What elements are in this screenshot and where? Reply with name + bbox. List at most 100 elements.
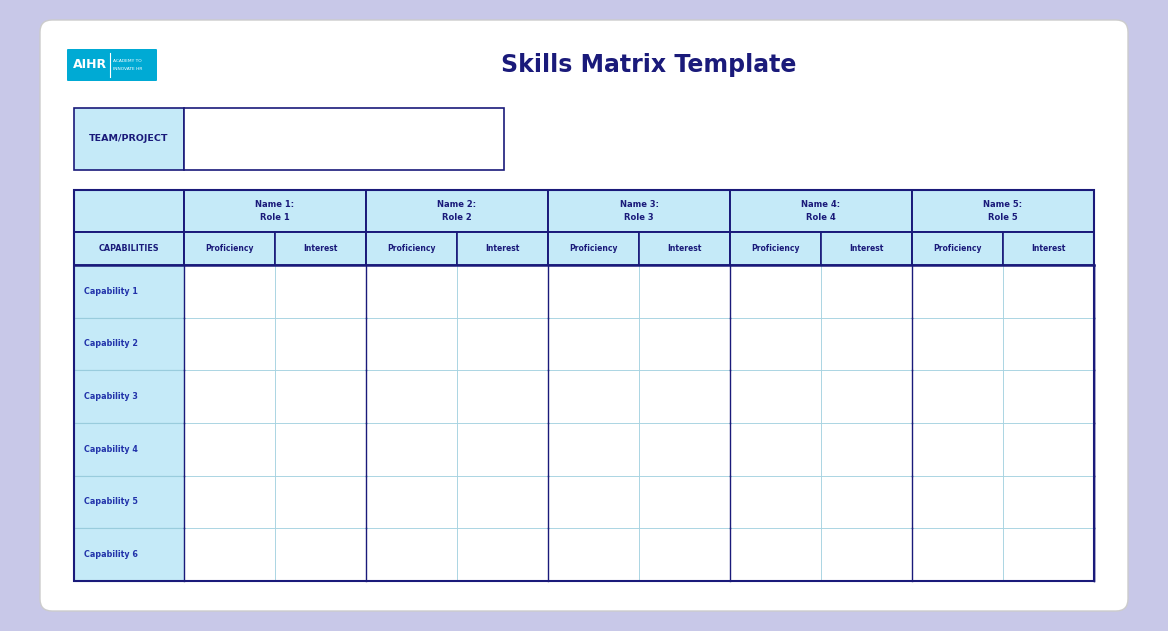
Bar	[548, 370, 639, 423]
Bar	[821, 476, 912, 528]
Bar	[274, 370, 366, 423]
Bar	[548, 265, 639, 317]
FancyBboxPatch shape	[40, 20, 1128, 611]
Bar	[730, 232, 821, 265]
Bar	[74, 190, 185, 232]
Bar	[639, 232, 730, 265]
Text: INNOVATE HR: INNOVATE HR	[113, 68, 142, 71]
Bar	[639, 423, 730, 476]
Text: Interest: Interest	[486, 244, 520, 253]
Text: Name 3:
Role 3: Name 3: Role 3	[619, 200, 659, 221]
FancyBboxPatch shape	[67, 49, 157, 81]
Bar	[912, 528, 1003, 581]
Bar	[1003, 232, 1094, 265]
Bar	[74, 190, 1094, 581]
Bar	[730, 370, 821, 423]
Bar	[185, 265, 274, 317]
Bar	[74, 232, 185, 265]
Text: Proficiency: Proficiency	[933, 244, 982, 253]
Bar	[730, 528, 821, 581]
Text: Proficiency: Proficiency	[206, 244, 253, 253]
Bar	[821, 317, 912, 370]
Bar	[74, 423, 185, 476]
Bar	[74, 370, 185, 423]
Bar	[185, 370, 274, 423]
Bar	[730, 476, 821, 528]
Bar	[548, 232, 639, 265]
Bar	[366, 423, 457, 476]
Bar	[185, 190, 366, 232]
Bar	[185, 317, 274, 370]
Bar	[457, 370, 548, 423]
Bar	[821, 528, 912, 581]
Text: Capability 6: Capability 6	[84, 550, 138, 559]
Bar	[185, 108, 505, 170]
Bar	[185, 476, 274, 528]
Bar	[1003, 265, 1094, 317]
Bar	[74, 108, 185, 170]
Text: Interest: Interest	[1031, 244, 1065, 253]
Bar	[548, 476, 639, 528]
Text: CAPABILITIES: CAPABILITIES	[98, 244, 159, 253]
Bar	[912, 190, 1094, 232]
Bar	[730, 190, 912, 232]
Text: Capability 2: Capability 2	[84, 339, 138, 348]
Bar	[821, 265, 912, 317]
Text: Interest: Interest	[849, 244, 884, 253]
Text: ACADEMY TO: ACADEMY TO	[113, 59, 141, 63]
Bar	[457, 476, 548, 528]
Text: Skills Matrix Template: Skills Matrix Template	[501, 53, 797, 77]
Bar	[457, 423, 548, 476]
Bar	[639, 476, 730, 528]
Bar	[274, 423, 366, 476]
Text: Capability 1: Capability 1	[84, 287, 138, 296]
Bar	[548, 317, 639, 370]
Bar	[74, 476, 185, 528]
Bar	[1003, 423, 1094, 476]
Bar	[366, 528, 457, 581]
Bar	[548, 190, 730, 232]
Text: Interest: Interest	[304, 244, 338, 253]
Text: Interest: Interest	[667, 244, 702, 253]
Text: Proficiency: Proficiency	[388, 244, 436, 253]
Text: Name 5:
Role 5: Name 5: Role 5	[983, 200, 1022, 221]
Bar	[366, 370, 457, 423]
Bar	[366, 190, 548, 232]
Bar	[548, 528, 639, 581]
Bar	[1003, 528, 1094, 581]
Text: Name 4:
Role 4: Name 4: Role 4	[801, 200, 841, 221]
Text: Proficiency: Proficiency	[569, 244, 618, 253]
Bar	[639, 370, 730, 423]
Bar	[274, 232, 366, 265]
Text: Proficiency: Proficiency	[751, 244, 800, 253]
Bar	[457, 528, 548, 581]
Bar	[274, 528, 366, 581]
Text: TEAM/PROJECT: TEAM/PROJECT	[89, 134, 168, 143]
Bar	[457, 232, 548, 265]
Bar	[730, 423, 821, 476]
Bar	[274, 317, 366, 370]
Bar	[548, 423, 639, 476]
Bar	[912, 232, 1003, 265]
Bar	[912, 476, 1003, 528]
Bar	[821, 423, 912, 476]
Bar	[74, 265, 185, 317]
Bar	[274, 265, 366, 317]
Bar	[366, 317, 457, 370]
Text: Name 2:
Role 2: Name 2: Role 2	[438, 200, 477, 221]
Bar	[730, 265, 821, 317]
Bar	[730, 317, 821, 370]
Text: Name 1:
Role 1: Name 1: Role 1	[256, 200, 294, 221]
Bar	[366, 265, 457, 317]
Bar	[74, 528, 185, 581]
Bar	[639, 265, 730, 317]
Text: Capability 5: Capability 5	[84, 497, 138, 507]
Bar	[821, 232, 912, 265]
Bar	[457, 265, 548, 317]
Text: AIHR: AIHR	[72, 59, 107, 71]
Bar	[185, 423, 274, 476]
Bar	[912, 370, 1003, 423]
Text: Capability 3: Capability 3	[84, 392, 138, 401]
Bar	[1003, 476, 1094, 528]
Bar	[74, 317, 185, 370]
